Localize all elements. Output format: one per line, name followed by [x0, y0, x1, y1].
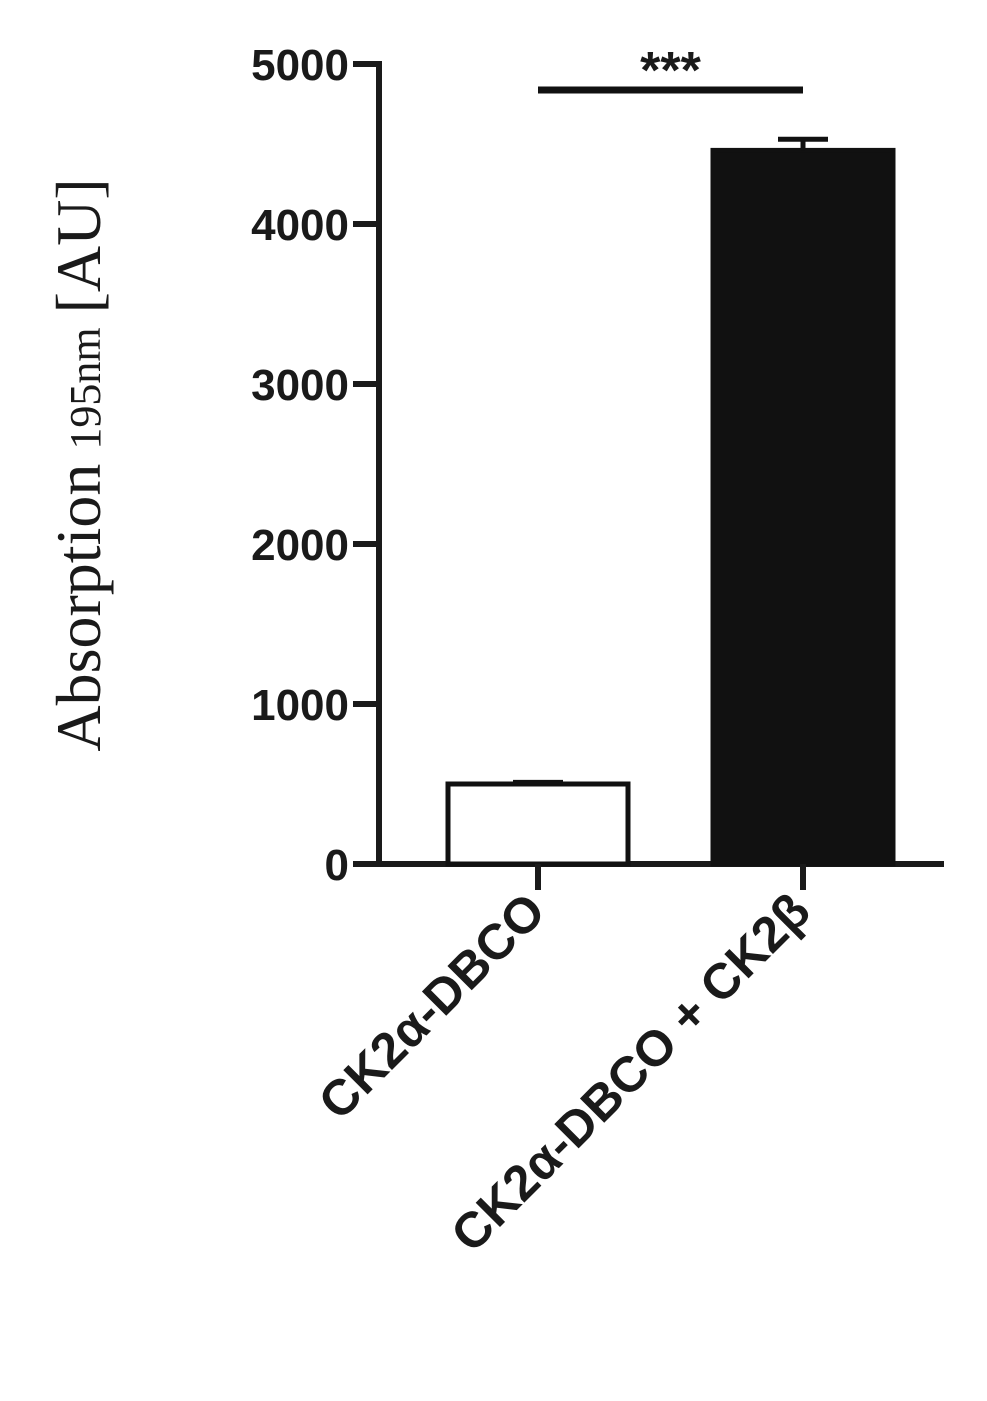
x-category-label-1: CK2α-DBCO — [308, 882, 556, 1130]
y-axis-label-subscript: 195nm — [61, 327, 110, 449]
y-tick-label: 2000 — [251, 521, 349, 570]
y-tick-label: 4000 — [251, 201, 349, 250]
bar-2 — [710, 147, 896, 867]
y-axis-label-main: Absorption — [43, 464, 114, 752]
y-axis-label: Absorption 195nm [AU] — [43, 178, 114, 751]
y-axis-label-unit: [AU] — [43, 178, 114, 313]
plot-area: 010002000300040005000CK2α-DBCOCK2α-DBCO … — [251, 41, 944, 1263]
significance-label: *** — [640, 42, 701, 100]
y-tick-label: 3000 — [251, 361, 349, 410]
y-tick-label: 0 — [325, 841, 349, 890]
y-tick-label: 5000 — [251, 41, 349, 90]
bar-1 — [445, 781, 631, 867]
y-tick-label: 1000 — [251, 681, 349, 730]
